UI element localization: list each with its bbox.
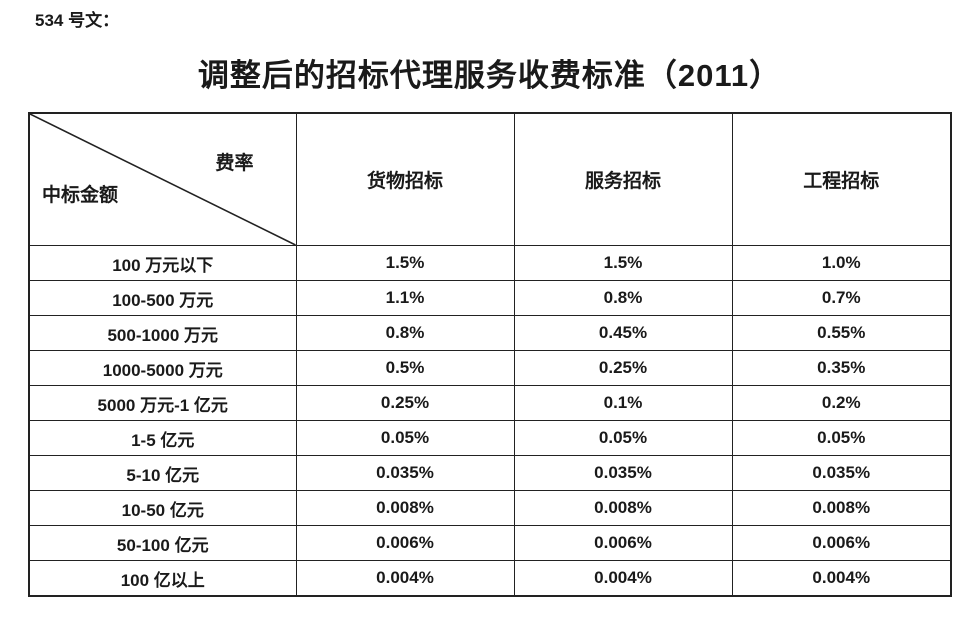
table-row: 100 亿以上 0.004% 0.004% 0.004% [28,560,952,597]
table-row: 100-500 万元 1.1% 0.8% 0.7% [28,280,952,316]
rate-cell: 0.035% [731,455,952,491]
rate-cell: 1.0% [731,245,952,281]
amount-range-cell: 100-500 万元 [28,280,297,316]
rate-cell: 0.006% [731,525,952,561]
column-header-engineering-bidding: 工程招标 [731,112,952,246]
rate-cell: 0.5% [295,350,515,386]
column-header-goods-bidding: 货物招标 [295,112,515,246]
rate-cell: 1.5% [513,245,733,281]
rate-cell: 0.05% [295,420,515,456]
rate-cell: 0.008% [295,490,515,526]
corner-header-cell: 费率 中标金额 [28,112,297,246]
amount-range-cell: 10-50 亿元 [28,490,297,526]
table-row: 10-50 亿元 0.008% 0.008% 0.008% [28,490,952,526]
doc-number: 534 号文： [35,11,120,30]
rate-cell: 0.7% [731,280,952,316]
fee-rate-table: 费率 中标金额 货物招标 服务招标 工程招标 100 万元以下 1.5% 1.5… [28,112,952,597]
rate-cell: 0.004% [513,560,733,597]
rate-cell: 0.05% [513,420,733,456]
rate-cell: 0.25% [295,385,515,421]
rate-cell: 0.035% [513,455,733,491]
rate-cell: 1.1% [295,280,515,316]
rate-cell: 0.55% [731,315,952,351]
amount-range-cell: 500-1000 万元 [28,315,297,351]
amount-range-cell: 50-100 亿元 [28,525,297,561]
rate-cell: 0.004% [295,560,515,597]
amount-range-cell: 100 万元以下 [28,245,297,281]
rate-cell: 0.008% [513,490,733,526]
table-row: 1-5 亿元 0.05% 0.05% 0.05% [28,420,952,456]
rate-cell: 0.45% [513,315,733,351]
table-row: 5-10 亿元 0.035% 0.035% 0.035% [28,455,952,491]
amount-range-cell: 5000 万元-1 亿元 [28,385,297,421]
table-row: 50-100 亿元 0.006% 0.006% 0.006% [28,525,952,561]
corner-label-fee-rate: 费率 [215,153,254,174]
amount-range-cell: 5-10 亿元 [28,455,297,491]
corner-label-bid-amount: 中标金额 [42,185,119,206]
rate-cell: 0.35% [731,350,952,386]
column-header-service-bidding: 服务招标 [513,112,733,246]
rate-cell: 0.008% [731,490,952,526]
rate-cell: 0.035% [295,455,515,491]
amount-range-cell: 1-5 亿元 [28,420,297,456]
amount-range-cell: 1000-5000 万元 [28,350,297,386]
table-row: 500-1000 万元 0.8% 0.45% 0.55% [28,315,952,351]
page-title: 调整后的招标代理服务收费标准（2011） [197,58,782,93]
rate-cell: 0.006% [295,525,515,561]
rate-cell: 1.5% [295,245,515,281]
table-header-row: 费率 中标金额 货物招标 服务招标 工程招标 [28,112,952,246]
rate-cell: 0.004% [731,560,952,597]
rate-cell: 0.25% [513,350,733,386]
rate-cell: 0.8% [513,280,733,316]
rate-cell: 0.006% [513,525,733,561]
amount-range-cell: 100 亿以上 [28,560,297,597]
rate-cell: 0.2% [731,385,952,421]
table-row: 100 万元以下 1.5% 1.5% 1.0% [28,245,952,281]
diagonal-divider-line [30,114,296,245]
rate-cell: 0.8% [295,315,515,351]
table-row: 5000 万元-1 亿元 0.25% 0.1% 0.2% [28,385,952,421]
table-row: 1000-5000 万元 0.5% 0.25% 0.35% [28,350,952,386]
rate-cell: 0.05% [731,420,952,456]
rate-cell: 0.1% [513,385,733,421]
